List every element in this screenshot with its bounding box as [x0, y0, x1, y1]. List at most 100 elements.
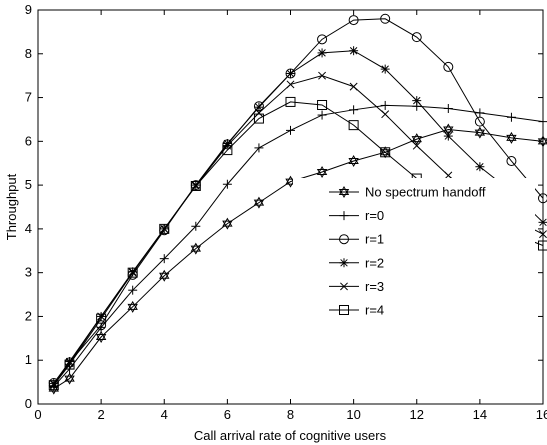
data-point	[318, 71, 327, 80]
data-point	[443, 131, 453, 141]
data-point	[64, 372, 75, 385]
legend-label: No spectrum handoff	[365, 185, 486, 200]
x-axis-label: Call arrival rate of cognitive users	[194, 428, 387, 443]
data-point	[191, 180, 201, 190]
y-tick-label: 1	[25, 352, 32, 367]
data-point	[538, 240, 547, 251]
data-point	[506, 112, 516, 122]
data-point	[443, 104, 453, 113]
data-point	[317, 48, 327, 58]
legend-marker	[339, 234, 349, 245]
data-point	[190, 242, 202, 255]
x-tick-label: 12	[410, 407, 424, 422]
legend-entry: r=3	[329, 279, 384, 294]
data-point	[96, 313, 107, 324]
series-line-0	[53, 129, 544, 390]
data-point	[316, 165, 328, 178]
data-point	[474, 116, 485, 127]
data-point	[474, 126, 486, 139]
data-point	[317, 110, 327, 120]
x-tick-label: 4	[161, 407, 168, 422]
data-point	[412, 141, 421, 150]
legend-label: r=3	[365, 279, 384, 294]
data-point	[380, 100, 390, 110]
data-point	[253, 196, 265, 209]
data-point	[538, 193, 547, 204]
x-tick-label: 8	[287, 407, 294, 422]
y-tick-label: 3	[25, 265, 32, 280]
y-tick-label: 2	[25, 308, 32, 323]
x-tick-label: 6	[224, 407, 231, 422]
data-point	[191, 182, 200, 190]
legend-entry: r=1	[329, 232, 384, 247]
data-point	[381, 110, 390, 119]
y-tick-label: 6	[25, 133, 32, 148]
data-point	[222, 145, 233, 156]
data-point	[317, 99, 328, 110]
y-axis-label: Throughput	[4, 173, 19, 240]
legend-marker	[340, 282, 348, 291]
y-tick-label: 8	[25, 46, 32, 61]
data-point	[411, 32, 422, 43]
data-point	[380, 147, 391, 158]
data-point	[475, 108, 485, 118]
data-point	[539, 230, 547, 239]
data-point	[286, 68, 295, 78]
x-tick-label: 0	[34, 407, 41, 422]
legend-entry: No spectrum handoff	[329, 185, 486, 200]
data-point	[159, 254, 169, 264]
data-point	[380, 13, 391, 24]
data-point	[128, 285, 138, 295]
data-point	[96, 322, 106, 332]
legend-marker	[339, 258, 349, 268]
data-point	[65, 359, 74, 368]
data-point	[48, 380, 59, 391]
data-point	[349, 46, 359, 56]
data-point	[380, 64, 390, 74]
data-point	[222, 139, 232, 149]
x-tick-label: 14	[473, 407, 487, 422]
data-point	[128, 267, 138, 277]
legend-entry: r=4	[329, 303, 384, 318]
data-point	[127, 300, 138, 313]
legend-label: r=2	[365, 255, 384, 270]
x-tick-label: 10	[346, 407, 360, 422]
legend-marker	[338, 185, 350, 199]
data-point	[254, 108, 263, 117]
data-point	[49, 380, 58, 389]
data-point	[506, 156, 517, 167]
legend-marker	[339, 305, 349, 315]
data-point	[222, 217, 233, 230]
data-point	[95, 331, 107, 344]
data-point	[538, 117, 547, 127]
data-point	[538, 217, 547, 227]
data-point	[64, 359, 75, 370]
data-point	[348, 15, 359, 26]
data-point	[286, 125, 295, 135]
data-point	[222, 179, 232, 189]
legend-label: r=4	[365, 303, 384, 318]
data-point	[65, 357, 75, 367]
data-point	[348, 120, 359, 131]
data-point	[349, 105, 359, 115]
data-point	[190, 180, 201, 191]
data-point	[348, 155, 359, 168]
legend: No spectrum handoff r=0 r=1 r=2 r=3 r=4	[293, 178, 535, 394]
data-point	[537, 135, 547, 148]
y-tick-label: 9	[25, 2, 32, 17]
legend-marker	[339, 211, 349, 221]
data-point	[285, 175, 296, 188]
y-tick-label: 7	[25, 90, 32, 105]
data-point	[160, 224, 169, 233]
y-tick-label: 0	[25, 396, 32, 411]
data-point	[127, 267, 138, 278]
data-point	[254, 102, 264, 112]
data-point	[285, 96, 296, 107]
y-tick-label: 4	[25, 221, 32, 236]
data-point	[159, 223, 170, 234]
data-point	[444, 171, 453, 180]
data-point	[475, 162, 485, 172]
data-point	[317, 34, 328, 45]
